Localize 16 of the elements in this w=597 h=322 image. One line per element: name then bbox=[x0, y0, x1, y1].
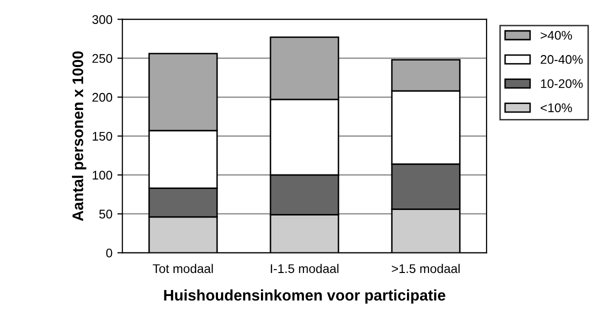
y-tick-label: 0 bbox=[106, 248, 112, 258]
x-axis-title: Huishoudensinkomen voor participatie bbox=[164, 289, 446, 304]
y-tick-label: 150 bbox=[92, 132, 112, 141]
x-tick-label: Tot modaal bbox=[152, 264, 213, 274]
x-tick-label: >1.5 modaal bbox=[392, 264, 460, 274]
y-tick-label: 300 bbox=[92, 15, 112, 24]
legend-label: >40% bbox=[540, 30, 572, 40]
legend-label: 10-20% bbox=[541, 79, 583, 88]
y-tick-label: 250 bbox=[92, 54, 112, 63]
y-tick-label: 100 bbox=[92, 170, 112, 180]
legend-label: <10% bbox=[540, 103, 572, 112]
y-tick-label: 50 bbox=[99, 210, 112, 219]
y-tick-label: 200 bbox=[92, 92, 112, 102]
y-axis-title: Aantal personen x 1000 bbox=[72, 51, 86, 221]
x-tick-label: I-1.5 modaal bbox=[270, 264, 338, 274]
legend-label: 20-40% bbox=[540, 55, 583, 64]
